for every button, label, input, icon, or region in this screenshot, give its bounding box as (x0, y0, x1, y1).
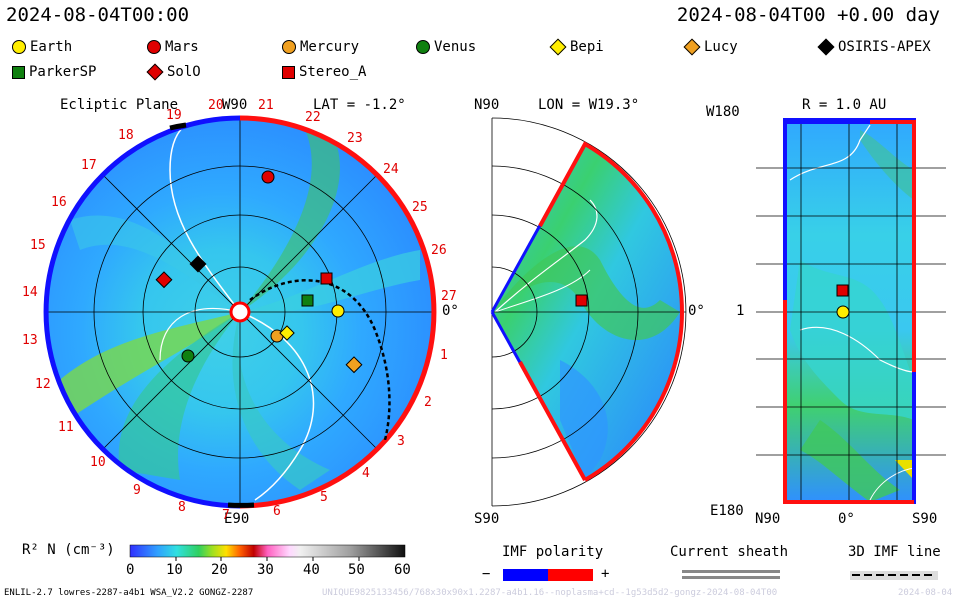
venus-marker-icon (416, 40, 430, 54)
legend-item-bepi: Bepi (549, 38, 604, 56)
imf-minus-label: − (482, 566, 491, 582)
bepi-marker-icon (549, 38, 567, 56)
ring-number: 26 (431, 243, 447, 258)
meridional-right-label: 0° (688, 303, 705, 319)
ecliptic-top-label: W90 (222, 97, 248, 113)
meridional-bottom-label: S90 (474, 511, 500, 527)
colorbar-tick: 30 (257, 562, 274, 578)
ecliptic-lat-label: LAT = -1.2° (313, 97, 406, 113)
ring-number: 12 (35, 377, 51, 392)
ecliptic-title: Ecliptic Plane (60, 97, 179, 113)
imf-polarity-title: IMF polarity (502, 544, 604, 560)
legend-label-lucy: Lucy (704, 39, 738, 55)
stereo-a-marker-icon (282, 65, 295, 79)
colorbar-tick: 60 (394, 562, 411, 578)
legend-label-mars: Mars (165, 39, 199, 55)
footer-model-info: ENLIL-2.7 lowres-2287-a4b1 WSA_V2.2 GONG… (4, 588, 254, 598)
ring-number: 7 (222, 508, 230, 523)
mercury-marker-icon (282, 40, 296, 54)
ring-number: 19 (166, 108, 182, 123)
sphere-top-left: W180 (706, 104, 740, 120)
density-colorbar (129, 544, 406, 561)
ring-number: 13 (22, 333, 38, 348)
legend-item-solo: SolO (146, 63, 201, 81)
ring-number: 5 (320, 490, 328, 505)
ring-number: 11 (58, 420, 74, 435)
lucy-marker-icon (683, 38, 701, 56)
sphere-map-plot (756, 118, 946, 504)
imf-3d-line-sample (850, 571, 938, 580)
legend-item-earth: Earth (12, 39, 72, 55)
ring-number: 10 (90, 455, 106, 470)
legend-item-osiris-apex: OSIRIS-APEX (817, 38, 931, 56)
legend-label-stereo-a: Stereo_A (299, 64, 367, 80)
colorbar-tick: 40 (303, 562, 320, 578)
legend-item-mercury: Mercury (282, 39, 359, 55)
ring-number: 20 (208, 98, 224, 113)
legend-item-mars: Mars (147, 39, 199, 55)
meridional-lon-label: LON = W19.3° (538, 97, 640, 113)
datetime-right: 2024-08-04T00 +0.00 day (676, 4, 940, 26)
footer-date: 2024-08-04 (898, 588, 953, 598)
osiris-apex-marker-icon (817, 38, 835, 56)
ring-number: 8 (178, 500, 186, 515)
legend-label-earth: Earth (30, 39, 73, 55)
meridional-plot (490, 117, 687, 507)
ring-number: 27 (441, 289, 457, 304)
legend-item-parkersp: ParkerSP (12, 64, 96, 80)
legend-label-bepi: Bepi (570, 39, 604, 55)
legend-label-venus: Venus (434, 39, 477, 55)
legend-item-lucy: Lucy (683, 38, 738, 56)
legend-label-osiris-apex: OSIRIS-APEX (838, 39, 931, 55)
ring-number: 21 (258, 98, 274, 113)
parkersp-marker-icon (12, 65, 25, 79)
ecliptic-right-label: 0° (442, 303, 459, 319)
sphere-bottom-n90: N90 (755, 511, 781, 527)
current-sheath-sample (682, 570, 780, 579)
sphere-bottom-left: E180 (710, 503, 744, 519)
ring-number: 25 (412, 200, 428, 215)
ring-number: 1 (440, 348, 448, 363)
ring-number: 23 (347, 131, 363, 146)
ring-number: 6 (273, 504, 281, 519)
ring-number: 24 (383, 162, 399, 177)
imf-3d-title: 3D IMF line (848, 544, 941, 560)
ring-number: 18 (118, 128, 134, 143)
ecliptic-bottom-label: E90 (224, 511, 250, 527)
current-sheath-title: Current sheath (670, 544, 789, 560)
ring-number: 16 (51, 195, 67, 210)
footer-run-id: UNIQUE9825133456/768x30x90x1.2287-a4b1.1… (322, 588, 778, 598)
colorbar-tick: 0 (126, 562, 135, 578)
sphere-r-label: R = 1.0 AU (802, 97, 887, 113)
legend-item-stereo-a: Stereo_A (282, 64, 366, 80)
sphere-bottom-0: 0° (838, 511, 855, 527)
ring-number: 9 (133, 483, 141, 498)
ring-number: 15 (30, 238, 46, 253)
colorbar-label: R² N (cm⁻³) (22, 542, 115, 558)
sphere-mid-left: 1 (736, 303, 745, 319)
colorbar-tick: 20 (211, 562, 228, 578)
sphere-bottom-s90: S90 (912, 511, 938, 527)
ring-number: 4 (362, 466, 370, 481)
colorbar-tick: 10 (166, 562, 183, 578)
ring-number: 3 (397, 434, 405, 449)
ecliptic-plane-plot (43, 115, 437, 509)
ring-number: 17 (81, 158, 97, 173)
legend-label-mercury: Mercury (300, 39, 360, 55)
legend-label-solo: SolO (167, 64, 201, 80)
ring-number: 22 (305, 110, 321, 125)
imf-polarity-bar (503, 569, 593, 581)
solo-marker-icon (146, 63, 164, 81)
colorbar-tick: 50 (348, 562, 365, 578)
datetime-left: 2024-08-04T00:00 (6, 4, 190, 26)
legend-item-venus: Venus (416, 39, 476, 55)
meridional-top-label: N90 (474, 97, 500, 113)
legend-label-parkersp: ParkerSP (29, 64, 97, 80)
imf-plus-label: + (601, 566, 610, 582)
earth-marker-icon (12, 40, 26, 54)
ring-number: 14 (22, 285, 38, 300)
mars-marker-icon (147, 40, 161, 54)
ring-number: 2 (424, 395, 432, 410)
